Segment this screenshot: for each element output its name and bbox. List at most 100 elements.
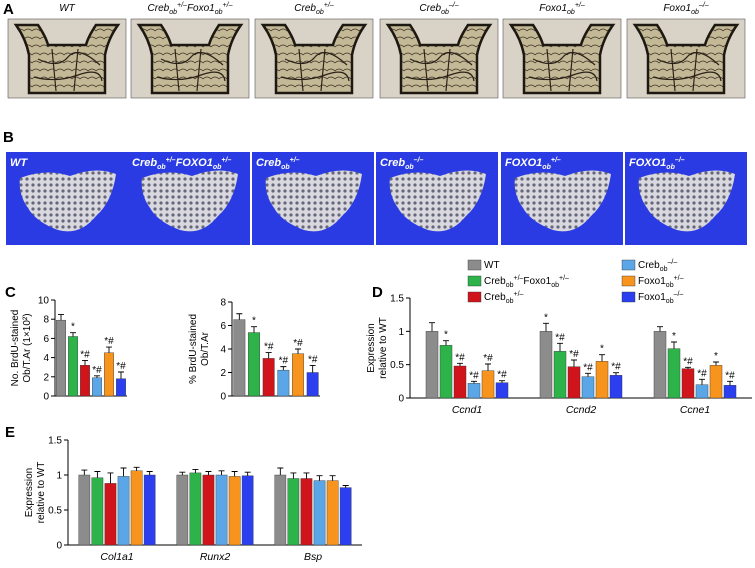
- error-bar: [571, 359, 577, 367]
- label: FOXO1ob+/–: [505, 157, 561, 171]
- label-part: Creb: [484, 276, 506, 287]
- value-label: *#: [725, 370, 735, 381]
- bar: [143, 474, 156, 546]
- label: Crebob+/–: [294, 2, 334, 16]
- label-part: –/–: [448, 2, 459, 9]
- error-bar: [457, 362, 463, 366]
- error-bar: [251, 326, 257, 333]
- label-part: +/–: [674, 275, 684, 282]
- x-tick-label: Ccnd1: [452, 404, 482, 416]
- label-part: Foxo1: [539, 3, 567, 14]
- label-part: ob: [666, 282, 674, 289]
- y-tick-label: 2: [43, 372, 49, 383]
- bar: [425, 331, 439, 399]
- y-tick-label: 6: [43, 334, 49, 345]
- label-part: Foxo1: [638, 292, 666, 303]
- label-part: Creb: [484, 292, 506, 303]
- bar: [681, 368, 695, 399]
- value-label: *#: [80, 349, 90, 360]
- error-bar: [218, 470, 225, 475]
- bar: [202, 474, 215, 546]
- bar: [326, 480, 339, 546]
- panel-letter: E: [5, 424, 15, 441]
- label-part: WT: [10, 157, 28, 169]
- bar: [215, 474, 228, 546]
- bar: [233, 319, 246, 397]
- label-part: +/–: [221, 157, 231, 164]
- bar: [116, 378, 126, 397]
- y-tick-label: 2: [220, 368, 226, 379]
- label-part: ob: [660, 266, 668, 273]
- vertebra: [260, 23, 368, 95]
- value-label: *#: [264, 342, 274, 353]
- label: Crebob–/–: [380, 157, 423, 171]
- legend-swatch: [621, 291, 636, 303]
- label: Foxo1ob+/–: [638, 275, 684, 289]
- y-tick-label: 0: [43, 392, 49, 403]
- label-part: ob: [441, 9, 449, 16]
- y-tick-label: 0: [56, 541, 62, 552]
- bar: [274, 474, 287, 546]
- label: Foxo1ob+/–: [539, 2, 585, 16]
- label-part: ob: [506, 282, 514, 289]
- panel-letter: D: [372, 284, 383, 301]
- legend-swatch: [621, 259, 636, 271]
- bar: [117, 476, 130, 546]
- bar: [78, 474, 91, 546]
- error-bar: [613, 372, 619, 376]
- bar: [306, 372, 319, 397]
- histology-image: [7, 18, 127, 99]
- bar: [92, 377, 102, 397]
- value-label: *#: [116, 361, 126, 372]
- bar: [595, 361, 609, 399]
- error-bar: [471, 380, 477, 384]
- error-bar: [179, 471, 186, 475]
- error-bar: [295, 348, 301, 354]
- bar: [56, 319, 66, 397]
- label-part: Foxo1: [638, 276, 666, 287]
- label: Crebob+/–Foxo1ob+/–: [484, 275, 569, 289]
- value-label: *#: [611, 362, 621, 373]
- label-part: +/–: [513, 275, 523, 282]
- bar: [609, 375, 623, 399]
- y-axis-label: Expression: [24, 468, 35, 517]
- label-part: Creb: [148, 3, 170, 14]
- error-bar: [133, 466, 140, 471]
- label-part: ob: [666, 164, 675, 171]
- legend-swatch: [467, 275, 482, 287]
- microct-image: [252, 152, 374, 245]
- y-axis-label: relative to WT: [378, 317, 389, 379]
- bar: [228, 476, 241, 546]
- label-part: FOXO1: [176, 157, 213, 169]
- error-bar: [192, 468, 199, 473]
- y-tick-label: 8: [220, 298, 226, 309]
- y-axis-label: Expression: [366, 323, 377, 372]
- error-bar: [543, 322, 549, 332]
- error-bar: [277, 467, 284, 475]
- error-bar: [106, 346, 112, 353]
- error-bar: [265, 352, 272, 359]
- bar: [80, 365, 90, 397]
- label-part: Foxo1: [663, 3, 691, 14]
- error-bar: [329, 475, 336, 481]
- label-part: ob: [169, 9, 177, 16]
- error-bar: [205, 471, 212, 475]
- bar: [292, 353, 304, 397]
- microct-image: [128, 152, 250, 245]
- label-part: Creb: [419, 3, 441, 14]
- label-part: +/–: [177, 2, 187, 9]
- error-bar: [303, 472, 310, 479]
- error-bar: [499, 380, 505, 383]
- error-bar: [81, 469, 88, 475]
- y-tick-label: 6: [220, 321, 226, 332]
- label-part: +/–: [223, 2, 233, 9]
- label: WT: [59, 3, 75, 14]
- y-axis-label: No. BrdU-stained: [10, 310, 21, 387]
- error-bar: [236, 313, 243, 320]
- error-bar: [599, 354, 605, 362]
- error-bar: [244, 471, 251, 476]
- label: Foxo1ob–/–: [663, 2, 708, 16]
- label-part: Creb: [294, 3, 316, 14]
- bone-3d: [514, 170, 611, 232]
- error-bar: [585, 372, 591, 377]
